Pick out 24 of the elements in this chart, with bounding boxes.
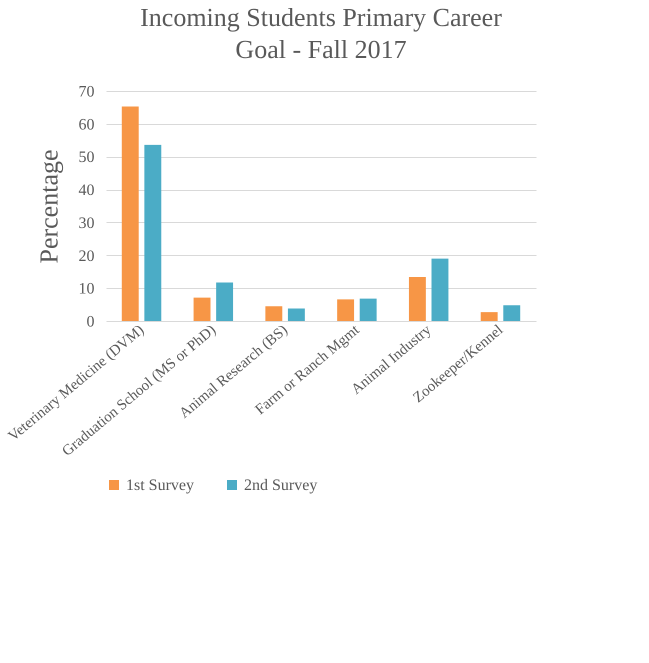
legend-label: 1st Survey (126, 477, 194, 494)
y-tick-label: 30 (78, 214, 94, 232)
bar (216, 282, 234, 321)
bar (503, 305, 520, 321)
chart-title: Incoming Students Primary Career Goal - Fall 2017 (140, 3, 502, 64)
y-tick-label: 20 (78, 248, 94, 265)
y-tick-label: 0 (86, 314, 94, 330)
bar (265, 306, 282, 321)
bar (288, 308, 305, 321)
bar (360, 298, 377, 321)
bar (122, 106, 139, 321)
bar (408, 276, 426, 321)
y-axis-title: Percentage (34, 149, 64, 264)
y-tick-label: 50 (78, 149, 94, 166)
y-tick-label: 70 (78, 84, 94, 100)
bar (144, 144, 162, 321)
bar (480, 312, 498, 321)
bar (194, 298, 210, 321)
legend-label: 2nd Survey (244, 477, 318, 494)
y-tick-label: 10 (78, 280, 94, 298)
y-tick-label: 40 (78, 182, 94, 200)
y-tick-label: 60 (78, 116, 94, 134)
bar (432, 258, 448, 321)
bar (337, 299, 354, 321)
